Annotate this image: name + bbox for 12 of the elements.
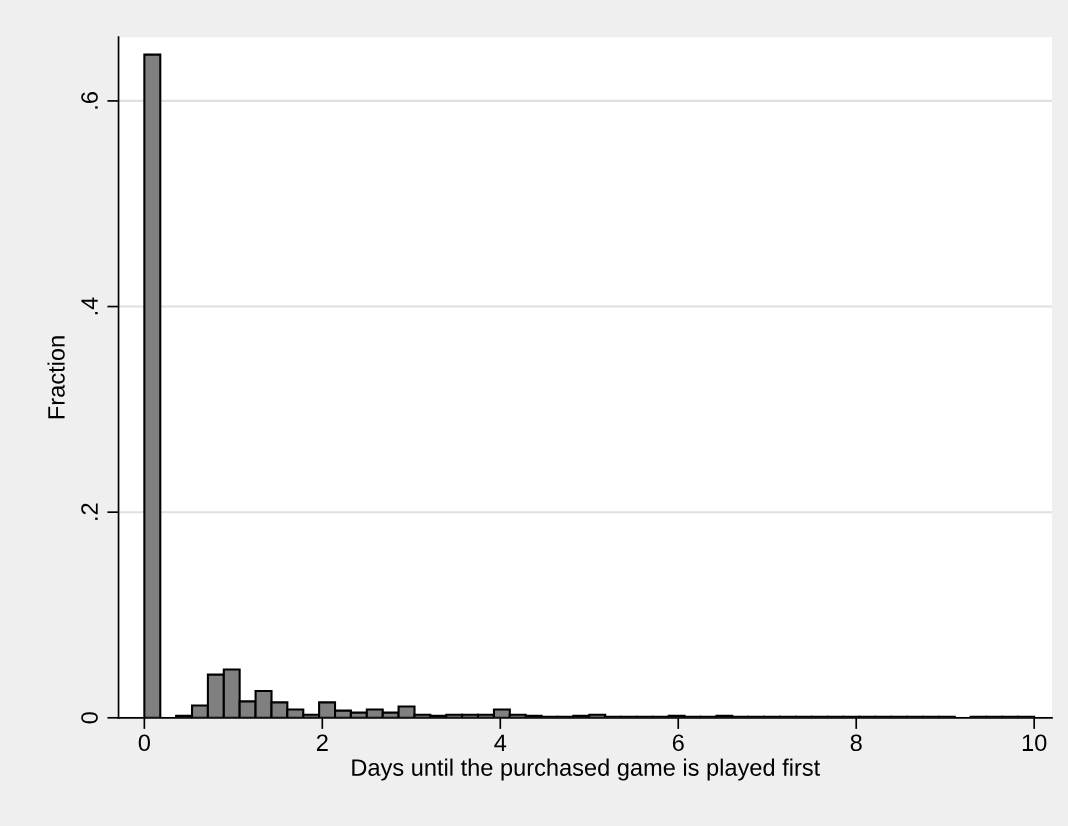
x-axis-title: Days until the purchased game is played first (352, 758, 821, 781)
y-tick-label: .4 (81, 297, 98, 315)
x-tick-label: 10 (1022, 734, 1047, 752)
y-tick-label: .2 (81, 503, 98, 520)
y-tick-label: .6 (81, 92, 98, 109)
y-tick-label: 0 (81, 712, 98, 724)
x-tick-label: 8 (850, 734, 862, 752)
y-axis-title: Fraction (47, 336, 65, 419)
x-tick-label: 2 (316, 734, 328, 751)
x-tick-label: 6 (672, 734, 684, 752)
x-tick-label: 0 (138, 734, 150, 752)
x-tick-label: 4 (494, 734, 507, 751)
